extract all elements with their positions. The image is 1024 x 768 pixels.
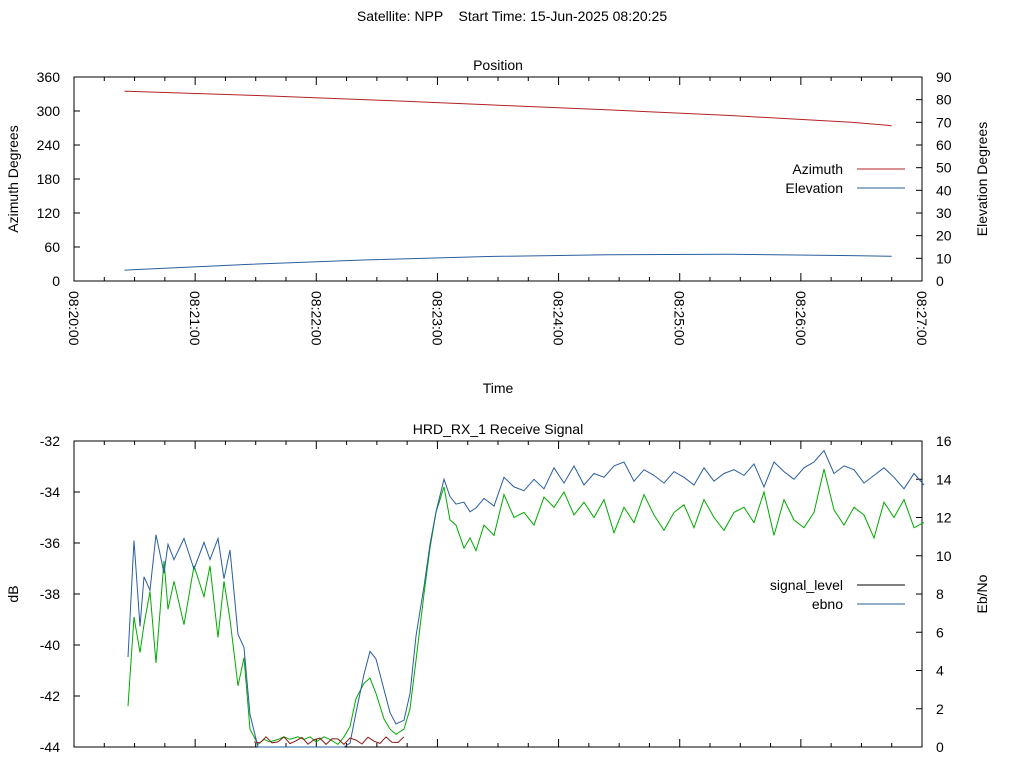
signal-level-line: [127, 468, 925, 746]
elevation-line: [124, 253, 892, 271]
db-tick-label: -36: [40, 535, 60, 551]
legend-azimuth-label: Azimuth: [792, 161, 843, 177]
elevation-tick-label: 40: [936, 182, 952, 198]
elevation-tick-label: 10: [936, 250, 952, 266]
azimuth-tick-label: 360: [37, 69, 61, 85]
ebno-tick-label: 2: [936, 701, 944, 717]
time-tick-label: 08:20:00: [66, 291, 82, 346]
db-tick-label: -42: [40, 688, 60, 704]
db-tick-label: -32: [40, 433, 60, 449]
azimuth-tick-label: 300: [37, 103, 61, 119]
time-tick-label: 08:22:00: [308, 291, 324, 346]
ebno-tick-label: 0: [936, 739, 944, 755]
azimuth-tick-label: 240: [37, 137, 61, 153]
position-x-axis-label: Time: [483, 380, 514, 396]
azimuth-tick-label: 0: [52, 273, 60, 289]
signal-plot-frame: [73, 440, 923, 748]
db-tick-label: -40: [40, 637, 60, 653]
ebno-tick-label: 12: [936, 510, 952, 526]
position-series: [124, 90, 892, 271]
ebno-tick-label: 14: [936, 471, 952, 487]
ebno-tick-label: 6: [936, 624, 944, 640]
receive-signal-chart: HRD_RX_1 Receive Signal dB Eb/No -44-42-…: [5, 421, 990, 755]
elevation-tick-label: 0: [936, 273, 944, 289]
time-tick-label: 08:21:00: [187, 291, 203, 346]
time-tick-label: 08:23:00: [429, 291, 445, 346]
signal-chart-title: HRD_RX_1 Receive Signal: [413, 421, 583, 437]
db-tick-label: -38: [40, 586, 60, 602]
time-tick-label: 08:24:00: [551, 291, 567, 346]
ebno-tick-label: 16: [936, 433, 952, 449]
position-chart: Position Time Azimuth Degrees Elevation …: [5, 57, 990, 396]
azimuth-tick-label: 120: [37, 205, 61, 221]
time-tick-label: 08:27:00: [914, 291, 930, 346]
legend-ebno-label: ebno: [812, 596, 843, 612]
elevation-tick-label: 50: [936, 160, 952, 176]
ebno-line: [127, 449, 925, 748]
elevation-tick-label: 80: [936, 92, 952, 108]
elevation-tick-label: 90: [936, 69, 952, 85]
signal-floor-trace: [253, 736, 405, 746]
legend-elevation-label: Elevation: [785, 180, 843, 196]
position-chart-title: Position: [473, 57, 523, 73]
elevation-tick-label: 20: [936, 228, 952, 244]
satellite-label: Satellite: NPP: [356, 8, 443, 24]
position-plot-frame: [73, 76, 923, 282]
elevation-tick-label: 70: [936, 114, 952, 130]
ebno-tick-label: 10: [936, 548, 952, 564]
start-time-label: Start Time: 15-Jun-2025 08:20:25: [458, 8, 668, 24]
position-right-axis-label: Elevation Degrees: [974, 122, 990, 236]
db-tick-label: -44: [40, 739, 60, 755]
ebno-tick-label: 4: [936, 663, 944, 679]
signal-ticks: -44 -42 -40 -38 -36 -34 -32 0 2 4 6 8 10 12 14 16: [40, 433, 952, 755]
ebno-tick-label: 8: [936, 586, 944, 602]
page-title: Satellite: NPP Start Time: 15-Jun-2025 0…: [0, 8, 1024, 24]
db-tick-label: -34: [40, 484, 60, 500]
position-legend: Azimuth Elevation: [785, 161, 905, 196]
legend-signal-level-label: signal_level: [770, 577, 843, 593]
elevation-tick-label: 30: [936, 205, 952, 221]
time-tick-label: 08:26:00: [793, 291, 809, 346]
signal-series: [127, 449, 925, 748]
azimuth-tick-label: 60: [44, 239, 60, 255]
signal-left-axis-label: dB: [5, 585, 21, 602]
signal-right-axis-label: Eb/No: [974, 574, 990, 613]
azimuth-line: [124, 90, 892, 127]
position-left-axis-label: Azimuth Degrees: [5, 125, 21, 232]
time-tick-label: 08:25:00: [672, 291, 688, 346]
position-ticks: 0 60 120 180 240 300 360 0 10 20 30 40 50 60 70 80 90 08:…: [37, 69, 952, 346]
azimuth-tick-label: 180: [37, 171, 61, 187]
elevation-tick-label: 60: [936, 137, 952, 153]
